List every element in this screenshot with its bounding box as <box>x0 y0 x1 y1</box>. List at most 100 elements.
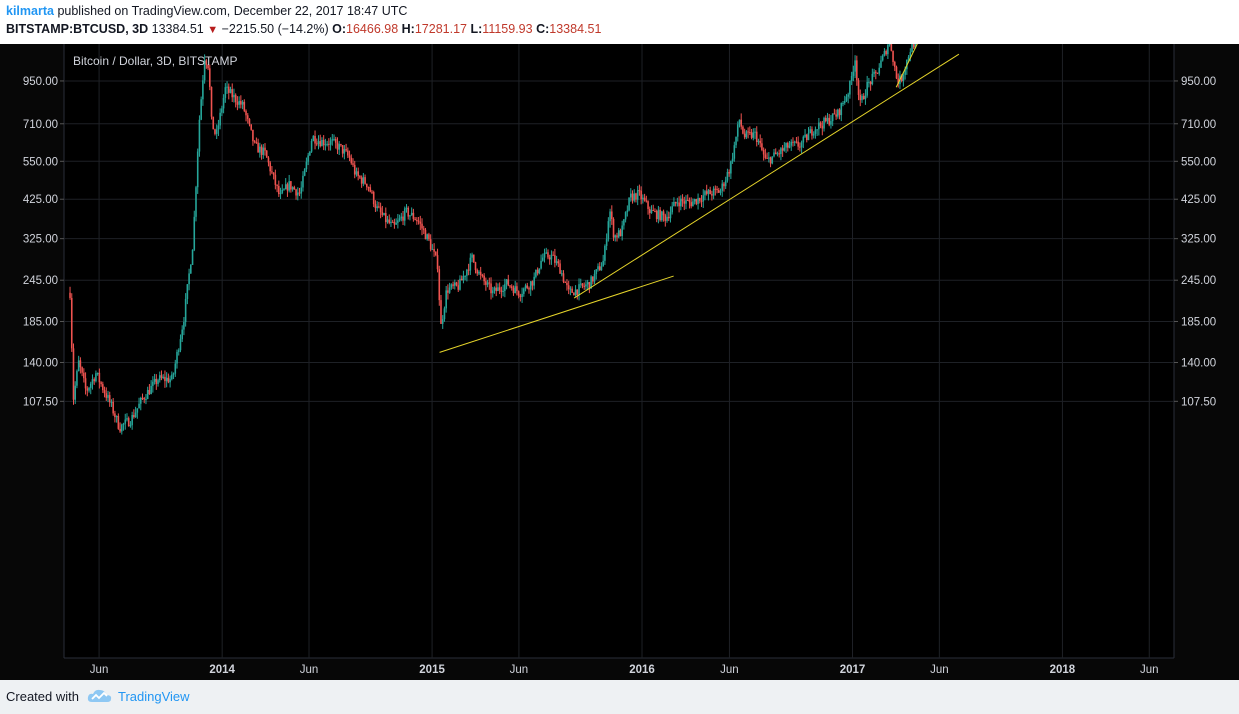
candle-body-up <box>745 131 748 138</box>
candle-body-up <box>883 51 886 56</box>
candle-body-down <box>678 202 680 207</box>
price-chart[interactable]: 13384.5113384.51 107.50140.00185.00245.0… <box>0 44 1239 680</box>
candle-body-up <box>259 146 261 153</box>
candle-body-down <box>862 95 865 100</box>
candle-body-up <box>321 139 323 147</box>
y-tick-label-right: 245.00 <box>1181 275 1216 287</box>
candle-body-down <box>645 200 648 202</box>
candle-body-up <box>661 211 663 221</box>
candle-body-up <box>768 157 770 159</box>
candle-body-down <box>655 211 658 220</box>
author-link[interactable]: kilmarta <box>6 4 54 18</box>
candle-body-up <box>462 276 465 281</box>
y-tick-label-left: 550.00 <box>23 156 58 168</box>
candle-body-down <box>762 149 765 155</box>
tradingview-cloud-icon[interactable] <box>87 688 113 704</box>
candle-body-down <box>214 129 216 134</box>
tradingview-brand-link[interactable]: TradingView <box>118 689 190 704</box>
y-tick-label-right: 550.00 <box>1181 156 1216 168</box>
candle-body-down <box>336 142 339 150</box>
candle-body-down <box>421 223 423 229</box>
candle-body-down <box>787 143 789 148</box>
candle-body-down <box>274 174 277 185</box>
candle-body-down <box>267 157 270 163</box>
candle-body-down <box>500 290 503 292</box>
candle-body-up <box>466 269 468 276</box>
candle-body-up <box>383 213 385 215</box>
candle-body-down <box>117 416 120 429</box>
down-arrow-icon: ▼ <box>207 24 219 36</box>
trendline <box>573 53 960 299</box>
candle-body-down <box>874 71 877 73</box>
candle-body-down <box>265 150 268 158</box>
candle-body-down <box>742 126 744 134</box>
candle-body-down <box>526 285 529 288</box>
candle-body-up <box>222 97 225 109</box>
candle-body-up <box>702 195 705 202</box>
candle-body-up <box>410 212 413 216</box>
candle-body-down <box>792 141 794 143</box>
x-tick-label: Jun <box>300 664 319 676</box>
candle-body-up <box>586 282 589 285</box>
candle-body-down <box>452 284 454 286</box>
candle-body-down <box>419 221 422 224</box>
time-axis[interactable] <box>0 658 1239 680</box>
x-tick-label: 2014 <box>209 664 235 676</box>
candle-body-down <box>552 254 554 256</box>
candle-body-down <box>374 204 377 209</box>
candle-body-down <box>717 189 720 193</box>
candle-body-down <box>393 222 396 225</box>
candle-body-down <box>412 212 415 219</box>
candle-body-up <box>203 60 206 81</box>
candle-body-down <box>695 199 698 204</box>
candle-body-up <box>738 119 741 125</box>
candle-body-up <box>136 408 139 413</box>
candle-body-down <box>286 184 289 191</box>
candle-body-up <box>283 189 285 191</box>
right-price-axis[interactable] <box>1174 44 1239 680</box>
open-value: 16466.98 <box>346 22 399 36</box>
candle-body-down <box>547 252 549 258</box>
left-price-axis[interactable] <box>0 44 64 680</box>
candle-body-down <box>900 75 903 81</box>
candle-body-up <box>707 189 710 194</box>
candle-body-up <box>673 202 675 207</box>
candle-body-up <box>183 322 185 330</box>
candle-body-down <box>271 171 273 173</box>
x-tick-label: 2015 <box>419 664 445 676</box>
candle-body-up <box>400 216 403 219</box>
candle-body-up <box>202 80 204 100</box>
candle-body-down <box>778 153 780 155</box>
candle-body-up <box>771 156 774 164</box>
candle-body-up <box>864 95 867 100</box>
symbol-label[interactable]: BITSTAMP:BTCUSD, 3D <box>6 22 149 36</box>
candle-body-down <box>315 143 318 145</box>
candle-body-up <box>826 117 829 122</box>
open-label: O: <box>332 22 347 36</box>
candle-body-down <box>683 201 686 204</box>
candle-body-down <box>912 44 915 48</box>
candle-body-up <box>126 418 128 420</box>
candle-body-down <box>890 44 893 51</box>
candle-body-down <box>100 382 102 385</box>
candle-body-down <box>750 132 753 138</box>
candle-body-up <box>505 279 508 285</box>
candle-body-down <box>648 208 651 214</box>
candle-body-down <box>98 372 101 383</box>
candle-body-up <box>523 288 525 294</box>
candle-body-up <box>115 416 118 418</box>
candle-body-up <box>545 252 548 254</box>
y-tick-label-left: 245.00 <box>23 275 58 287</box>
candle-body-down <box>747 131 749 133</box>
candle-body-down <box>766 157 768 159</box>
candle-body-up <box>514 286 516 294</box>
candle-body-down <box>246 115 249 119</box>
candle-body-down <box>517 291 520 296</box>
candle-body-up <box>502 291 504 293</box>
candle-body-up <box>697 198 699 204</box>
candle-body-up <box>355 171 358 175</box>
candle-body-up <box>296 192 299 196</box>
candle-body-up <box>724 180 727 187</box>
candle-body-down <box>705 191 708 194</box>
candle-body-up <box>847 94 849 97</box>
